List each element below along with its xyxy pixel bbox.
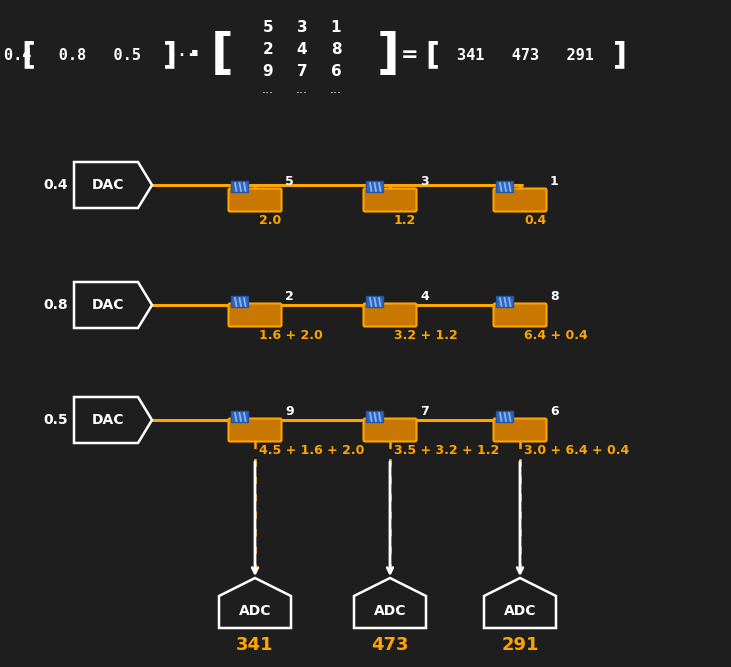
Text: ·: ·	[189, 41, 201, 69]
FancyBboxPatch shape	[366, 181, 384, 193]
FancyBboxPatch shape	[366, 297, 384, 307]
Text: 1: 1	[330, 21, 341, 35]
Text: 8: 8	[550, 290, 558, 303]
Text: 3.2 + 1.2: 3.2 + 1.2	[394, 329, 458, 342]
Text: 5: 5	[262, 21, 273, 35]
FancyBboxPatch shape	[229, 418, 281, 442]
Text: ]: ]	[613, 41, 627, 69]
FancyBboxPatch shape	[229, 303, 281, 327]
FancyBboxPatch shape	[232, 412, 249, 422]
Text: 1: 1	[550, 175, 558, 188]
FancyBboxPatch shape	[363, 418, 417, 442]
FancyBboxPatch shape	[363, 189, 417, 211]
Text: 473: 473	[371, 636, 409, 654]
Text: DAC: DAC	[92, 413, 124, 427]
Text: ADC: ADC	[239, 604, 271, 618]
Text: 2: 2	[285, 290, 294, 303]
FancyBboxPatch shape	[493, 418, 547, 442]
Text: ···: ···	[296, 87, 308, 101]
Text: 0.4   0.8   0.5   ···: 0.4 0.8 0.5 ···	[4, 47, 196, 63]
Text: [: [	[21, 41, 35, 69]
Text: =: =	[401, 45, 419, 65]
Text: 341   473   291: 341 473 291	[457, 47, 594, 63]
Text: 4.5 + 1.6 + 2.0: 4.5 + 1.6 + 2.0	[259, 444, 364, 457]
Text: 4: 4	[420, 290, 429, 303]
Text: 0.4: 0.4	[524, 214, 546, 227]
FancyBboxPatch shape	[496, 181, 513, 193]
Text: 4: 4	[297, 43, 307, 57]
Text: 9: 9	[285, 405, 294, 418]
Text: 6: 6	[330, 65, 341, 79]
Text: 1.2: 1.2	[394, 214, 416, 227]
Text: 7: 7	[420, 405, 429, 418]
Text: 3.5 + 3.2 + 1.2: 3.5 + 3.2 + 1.2	[394, 444, 499, 457]
Text: 3: 3	[420, 175, 428, 188]
Text: 2.0: 2.0	[259, 214, 281, 227]
Text: 6: 6	[550, 405, 558, 418]
Text: 8: 8	[330, 43, 341, 57]
Text: 341: 341	[236, 636, 273, 654]
Text: 3: 3	[297, 21, 307, 35]
Text: ···: ···	[262, 87, 274, 101]
Text: 291: 291	[501, 636, 539, 654]
Text: 3.0 + 6.4 + 0.4: 3.0 + 6.4 + 0.4	[524, 444, 629, 457]
FancyBboxPatch shape	[232, 181, 249, 193]
Text: ]: ]	[376, 31, 399, 79]
Text: 0.4: 0.4	[43, 178, 68, 192]
Text: ADC: ADC	[504, 604, 537, 618]
Text: [: [	[211, 31, 233, 79]
Text: ADC: ADC	[374, 604, 406, 618]
Text: 2: 2	[262, 43, 273, 57]
Text: ···: ···	[330, 87, 342, 101]
FancyBboxPatch shape	[366, 412, 384, 422]
FancyBboxPatch shape	[493, 189, 547, 211]
Text: DAC: DAC	[92, 298, 124, 312]
Text: 7: 7	[297, 65, 307, 79]
Text: 0.5: 0.5	[43, 413, 68, 427]
Text: 6.4 + 0.4: 6.4 + 0.4	[524, 329, 588, 342]
FancyBboxPatch shape	[496, 412, 513, 422]
Text: ]: ]	[163, 41, 177, 69]
FancyBboxPatch shape	[493, 303, 547, 327]
Text: [: [	[425, 41, 439, 69]
Text: 1.6 + 2.0: 1.6 + 2.0	[259, 329, 323, 342]
Text: DAC: DAC	[92, 178, 124, 192]
Text: 0.8: 0.8	[43, 298, 68, 312]
FancyBboxPatch shape	[229, 189, 281, 211]
Text: 9: 9	[262, 65, 273, 79]
Text: 5: 5	[285, 175, 294, 188]
FancyBboxPatch shape	[232, 297, 249, 307]
FancyBboxPatch shape	[363, 303, 417, 327]
FancyBboxPatch shape	[496, 297, 513, 307]
